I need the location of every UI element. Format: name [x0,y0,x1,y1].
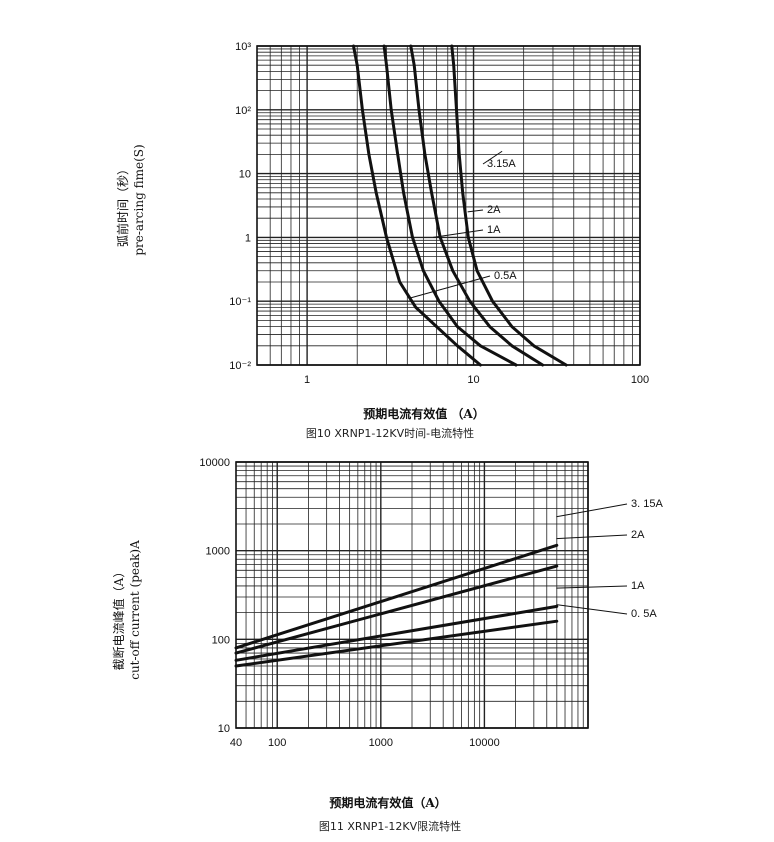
x-tick-label: 1 [304,374,310,386]
series-line [450,44,568,367]
y-tick-label: 10³ [235,41,251,53]
leader-line [556,604,628,615]
x-tick-label: 10000 [469,737,500,749]
plot-frame [256,45,641,366]
series-line [234,564,559,655]
leader-line [556,585,628,589]
y-tick-label: 10² [235,105,251,117]
x-tick-label: 100 [631,374,649,386]
y-axis-label-en: pre-arcing fime(S) [132,144,146,255]
grid-lines [256,45,641,366]
curve-leaders: 3.15A 2A 1A 0.5A [410,150,517,299]
curve-label: 0. 5A [631,608,657,620]
curve-label: 0.5A [494,270,517,282]
leader-line [467,209,484,213]
leader-line [556,534,628,540]
x-tick-labels: 1 10 100 [304,374,649,386]
y-tick-labels: 10³ 10² 10 1 10⁻¹ 10⁻² [229,41,251,372]
plot-frame [235,461,589,729]
curves [352,44,568,367]
x-tick-label: 1000 [369,737,393,749]
curve-label: 2A [631,529,645,541]
y-axis-label-cn: 截断电流峰值（A） [111,566,126,671]
curve-label: 1A [631,580,645,592]
series-line [234,604,559,662]
series-line [409,44,545,367]
y-tick-labels: 10000 1000 100 10 [199,457,230,735]
curve-label: 2A [487,204,501,216]
y-axis-label-en: cut-off current (peak)A [128,540,142,680]
series-line [234,543,559,650]
leader-line [410,275,491,299]
x-axis-label: 预期电流有效值 （A） [363,406,485,421]
grid-lines [235,461,589,729]
leader-line [556,503,628,518]
y-tick-label: 100 [212,634,230,646]
leader-line [482,150,503,165]
y-tick-label: 10 [218,723,230,735]
leader-line [433,229,484,238]
curves [234,543,559,668]
y-tick-label: 1000 [206,546,230,558]
curve-label: 1A [487,224,501,236]
curve-label: 3.15A [487,158,516,170]
series-line [352,44,482,367]
x-tick-label: 10 [467,374,479,386]
x-tick-label: 100 [268,737,286,749]
series-line [234,619,559,668]
curve-leaders: 3. 15A 2A 1A 0. 5A [556,498,663,620]
y-tick-label: 10⁻¹ [229,296,251,308]
chart-caption: 图11 XRNP1-12KV限流特性 [319,819,461,833]
series-line [382,44,518,367]
y-tick-label: 10⁻² [229,360,251,372]
y-tick-label: 10 [239,169,251,181]
time-current-chart: 3.15A 2A 1A 0.5A 1 10 100 10³ 10² 10 1 10⁻¹ 10⁻² 弧… [115,41,649,440]
x-tick-label: 40 [230,737,242,749]
chart-caption: 图10 XRNP1-12KV时间-电流特性 [306,426,474,440]
y-axis-label-cn: 弧前时间（秒） [115,163,130,247]
x-axis-label: 预期电流有效值（A） [329,795,446,810]
y-tick-label: 1 [245,232,251,244]
curve-label: 3. 15A [631,498,663,510]
x-tick-labels: 40 100 1000 10000 [230,737,500,749]
y-tick-label: 10000 [199,457,230,469]
